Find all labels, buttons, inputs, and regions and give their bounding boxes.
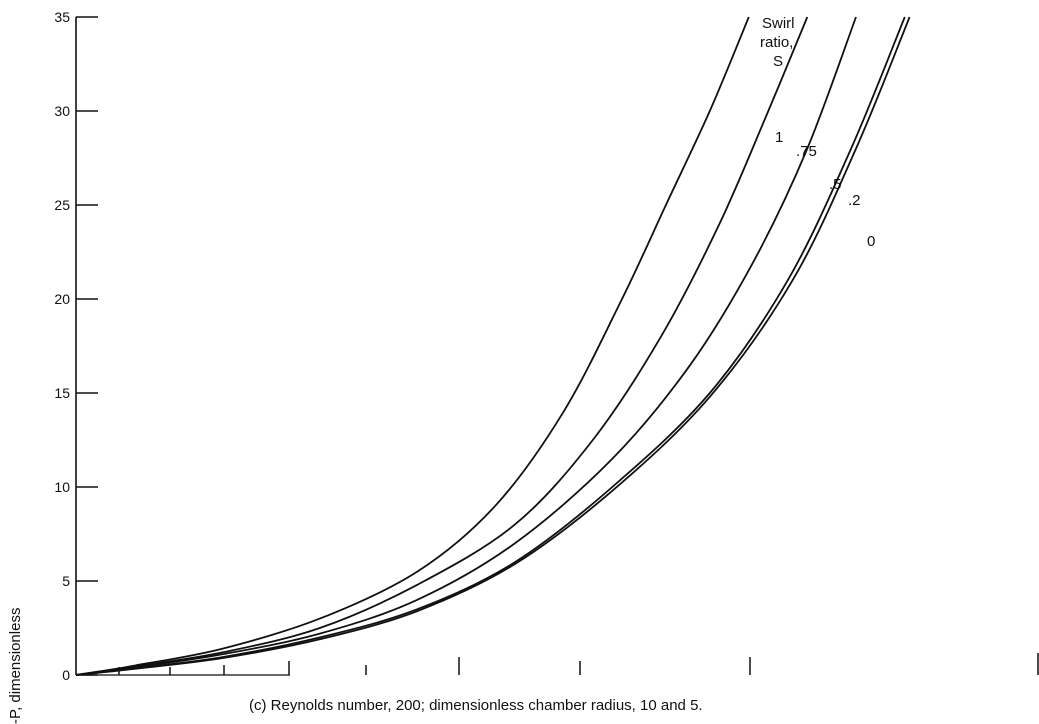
curve-label: .75 — [796, 143, 817, 160]
figure-caption: (c) Reynolds number, 200; dimensionless … — [249, 697, 703, 714]
y-tick-label: 25 — [54, 197, 70, 213]
y-tick-label: 15 — [54, 385, 70, 401]
y-tick-label: 30 — [54, 103, 70, 119]
y-tick-label: 20 — [54, 291, 70, 307]
curve-label: 0 — [867, 233, 875, 250]
curve-label: .2 — [848, 192, 861, 209]
y-tick-label: 0 — [62, 667, 70, 683]
curve-label: 1 — [775, 129, 783, 146]
y-axis-label: -P, dimensionless — [7, 608, 24, 724]
legend-title-line-1: Swirl — [762, 15, 795, 32]
y-tick-label: 35 — [54, 9, 70, 25]
curve-s-0 — [75, 16, 750, 676]
curve-s-1 — [75, 16, 809, 676]
curve-s-4 — [75, 16, 911, 676]
x-axis — [76, 653, 1039, 676]
legend-title-line-2: ratio, — [760, 34, 793, 51]
y-tick-label: 10 — [54, 479, 70, 495]
legend-title-line-3: S — [773, 53, 783, 70]
curve-label: .5 — [829, 176, 842, 193]
curve-s-2 — [75, 16, 857, 676]
legend-title: Swirl ratio, S — [760, 15, 795, 70]
curve-s-3 — [75, 16, 906, 676]
y-tick-label: 5 — [62, 573, 70, 589]
curve-labels: 1 .75 .5 .2 0 — [775, 129, 875, 250]
y-axis: 0 5 10 15 20 25 30 35 — [54, 9, 98, 683]
curves — [75, 16, 911, 676]
